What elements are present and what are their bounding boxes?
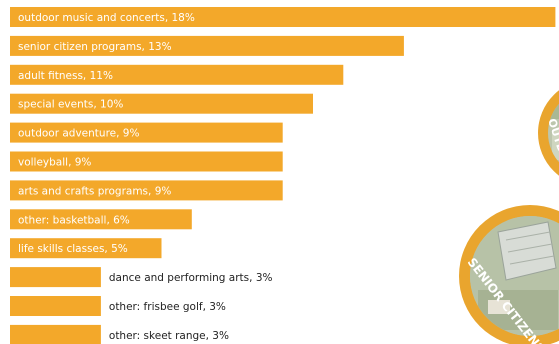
bar — [10, 296, 101, 316]
bar — [10, 122, 283, 143]
bar-label: special events, 10% — [18, 99, 123, 111]
medallion-bottom: SENIOR CITIZENS — [459, 205, 559, 344]
bar-label: outdoor music and concerts, 18% — [18, 12, 195, 24]
bar — [10, 238, 162, 259]
bar-label: other: basketball, 6% — [18, 214, 130, 226]
bar — [10, 151, 283, 172]
bar — [10, 7, 556, 27]
bar-label: other: frisbee golf, 3% — [109, 301, 226, 313]
bar-label: volleyball, 9% — [18, 157, 91, 169]
bar-label: senior citizen programs, 13% — [18, 41, 172, 53]
medallion-top: OUTD — [538, 90, 559, 176]
bars-group: outdoor music and concerts, 18% senior ci… — [10, 7, 556, 344]
bar-label: adult fitness, 11% — [18, 70, 113, 82]
bar — [10, 64, 344, 85]
bar — [10, 35, 404, 56]
bar — [10, 267, 101, 288]
bar-label: dance and performing arts, 3% — [109, 272, 273, 284]
bar-label: life skills classes, 5% — [18, 243, 128, 255]
bar — [10, 209, 192, 230]
bar-label: arts and crafts programs, 9% — [18, 185, 171, 197]
bar-label: other: skeet range, 3% — [109, 330, 229, 342]
bar-label: outdoor adventure, 9% — [18, 128, 139, 140]
bar — [10, 324, 101, 344]
bar — [10, 180, 283, 201]
bar — [10, 93, 313, 114]
